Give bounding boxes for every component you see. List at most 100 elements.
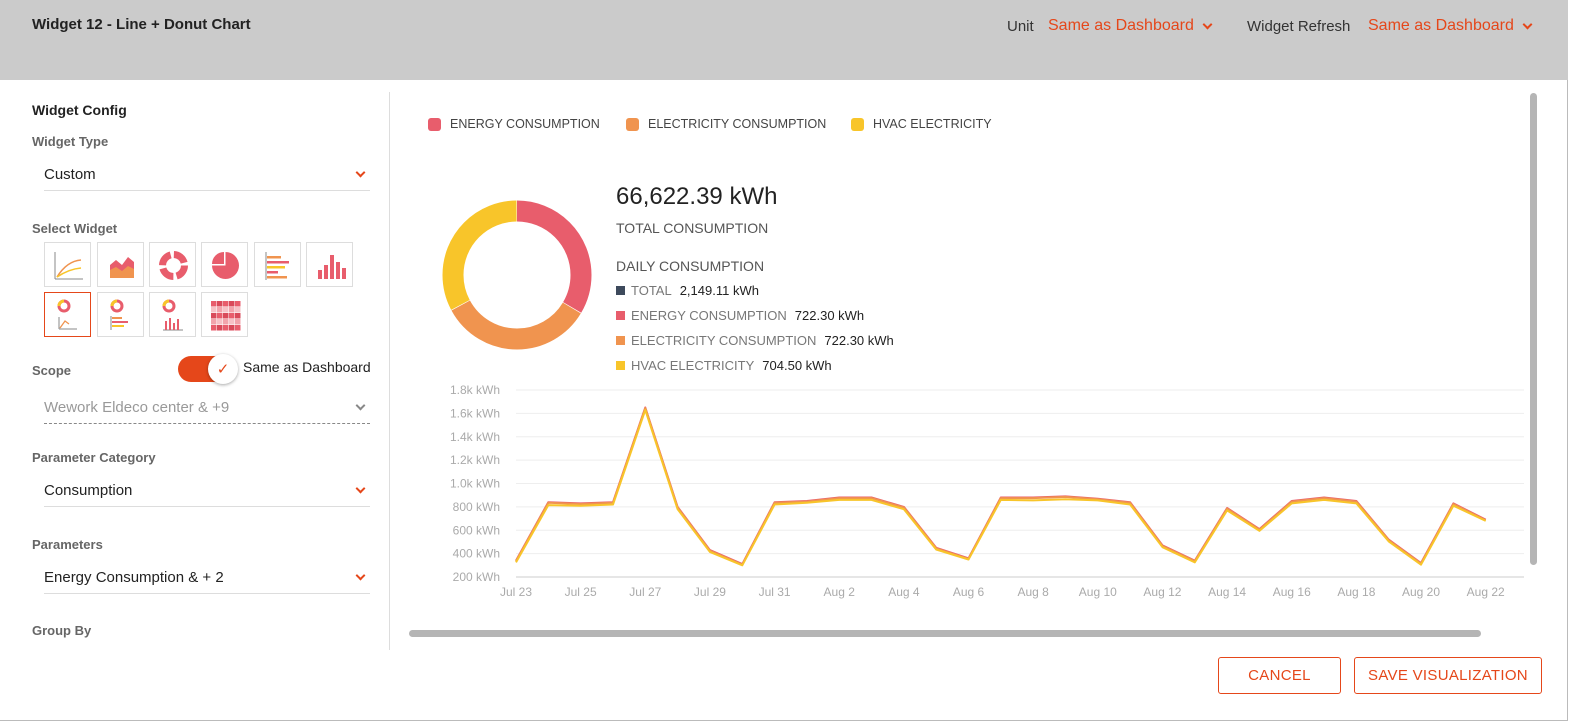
total-consumption-value: 66,622.39 kWh bbox=[616, 183, 778, 210]
widget-type-select[interactable]: Custom bbox=[44, 159, 370, 191]
legend-swatch bbox=[851, 117, 864, 131]
daily-series-name: HVAC ELECTRICITY bbox=[631, 358, 755, 373]
dialog-header: Widget 12 - Line + Donut Chart Unit Same… bbox=[0, 0, 1568, 80]
y-tick-label: 1.2k kWh bbox=[450, 453, 500, 467]
widget-refresh-label: Widget Refresh bbox=[1247, 18, 1351, 35]
y-tick-label: 1.6k kWh bbox=[450, 406, 500, 420]
heatmap-cell bbox=[235, 325, 241, 331]
horizontal-scrollbar[interactable] bbox=[409, 630, 1481, 637]
x-tick-label: Aug 6 bbox=[953, 585, 985, 599]
x-tick-label: Aug 20 bbox=[1402, 585, 1440, 599]
donut-chart bbox=[442, 200, 592, 350]
legend-swatch bbox=[626, 117, 639, 131]
x-tick-label: Jul 25 bbox=[565, 585, 597, 599]
heatmap-icon bbox=[211, 301, 241, 331]
unit-label: Unit bbox=[1007, 18, 1034, 35]
legend-item[interactable]: ENERGY CONSUMPTION bbox=[428, 117, 600, 131]
scope-label: Scope bbox=[32, 363, 72, 378]
x-tick-label: Jul 23 bbox=[500, 585, 532, 599]
legend-item[interactable]: HVAC ELECTRICITY bbox=[851, 117, 992, 131]
heatmap-cell bbox=[229, 319, 235, 325]
heatmap-cell bbox=[235, 319, 241, 325]
cancel-button[interactable]: CANCEL bbox=[1218, 657, 1341, 694]
widget-refresh-dropdown[interactable]: Same as Dashboard bbox=[1368, 17, 1533, 35]
series-line[interactable] bbox=[515, 406, 1487, 566]
legend-item[interactable]: ELECTRICITY CONSUMPTION bbox=[626, 117, 826, 131]
parameters-label: Parameters bbox=[32, 537, 103, 552]
heatmap-cell bbox=[211, 313, 217, 319]
daily-consumption-row: ELECTRICITY CONSUMPTION 722.30 kWh bbox=[616, 333, 894, 348]
x-tick-label: Aug 14 bbox=[1208, 585, 1246, 599]
heatmap-cell bbox=[217, 301, 223, 307]
heatmap-cell bbox=[217, 307, 223, 313]
chevron-down-icon bbox=[355, 400, 366, 411]
daily-consumption-row: ENERGY CONSUMPTION 722.30 kWh bbox=[616, 308, 864, 323]
x-tick-label: Aug 10 bbox=[1079, 585, 1117, 599]
scope-toggle-label: Same as Dashboard bbox=[243, 359, 371, 375]
daily-series-value: 722.30 kWh bbox=[824, 333, 894, 348]
legend-label: ELECTRICITY CONSUMPTION bbox=[648, 117, 827, 131]
donut-slice[interactable] bbox=[442, 200, 592, 350]
donut-hbar-combo-icon bbox=[110, 299, 128, 330]
dialog-title: Widget 12 - Line + Donut Chart bbox=[32, 16, 251, 33]
chevron-down-icon bbox=[1202, 19, 1213, 29]
series-line[interactable] bbox=[515, 408, 1487, 567]
scope-value: Wework Eldeco center & +9 bbox=[44, 399, 230, 416]
heatmap-cell bbox=[223, 325, 229, 331]
widget-type-value: Custom bbox=[44, 166, 96, 183]
daily-series-name: TOTAL bbox=[631, 283, 672, 298]
legend-label: HVAC ELECTRICITY bbox=[873, 117, 992, 131]
y-tick-label: 1.0k kWh bbox=[450, 477, 500, 491]
widget-option-vertical-bar-chart[interactable] bbox=[306, 242, 353, 287]
legend-swatch bbox=[428, 117, 441, 131]
line-chart: 200 kWh 400 kWh 600 kWh 800 kWh 1.0k kWh 1.2k… bbox=[450, 383, 1524, 599]
widget-option-donut-chart[interactable] bbox=[149, 242, 196, 287]
x-tick-label: Aug 18 bbox=[1337, 585, 1375, 599]
line-chart-icon bbox=[54, 252, 83, 280]
y-tick-label: 1.4k kWh bbox=[450, 430, 500, 444]
widget-option-line-chart[interactable] bbox=[44, 242, 91, 287]
heatmap-cell bbox=[223, 319, 229, 325]
widget-option-heatmap[interactable] bbox=[201, 292, 248, 337]
chevron-down-icon bbox=[1522, 19, 1533, 29]
donut-slice[interactable] bbox=[442, 200, 592, 350]
save-visualization-button[interactable]: SAVE VISUALIZATION bbox=[1354, 657, 1542, 694]
total-consumption-label: TOTAL CONSUMPTION bbox=[616, 220, 769, 236]
config-panel: Widget Config Widget Type Custom Select … bbox=[0, 80, 390, 650]
horizontal-bar-chart-icon bbox=[265, 252, 289, 280]
widget-option-donut-hbar-combo[interactable] bbox=[97, 292, 144, 337]
heatmap-cell bbox=[217, 325, 223, 331]
donut-vbar-combo-icon bbox=[162, 299, 183, 331]
widget-option-area-chart[interactable] bbox=[97, 242, 144, 287]
chevron-down-icon bbox=[355, 570, 366, 581]
widget-option-horizontal-bar-chart[interactable] bbox=[254, 242, 301, 287]
x-tick-label: Jul 31 bbox=[759, 585, 791, 599]
scope-toggle[interactable]: ✓ bbox=[178, 354, 238, 384]
scope-select[interactable]: Wework Eldeco center & +9 bbox=[44, 392, 370, 424]
daily-series-name: ELECTRICITY CONSUMPTION bbox=[631, 333, 817, 348]
daily-series-value: 704.50 kWh bbox=[762, 358, 832, 373]
x-tick-label: Jul 29 bbox=[694, 585, 726, 599]
parameters-select[interactable]: Energy Consumption & + 2 bbox=[44, 562, 370, 594]
widget-option-donut-vbar-combo[interactable] bbox=[149, 292, 196, 337]
y-tick-label: 400 kWh bbox=[453, 547, 500, 561]
unit-dropdown[interactable]: Same as Dashboard bbox=[1048, 17, 1213, 35]
daily-series-name: ENERGY CONSUMPTION bbox=[631, 308, 787, 323]
heatmap-cell bbox=[211, 325, 217, 331]
y-tick-label: 1.8k kWh bbox=[450, 383, 500, 397]
series-swatch bbox=[616, 286, 625, 295]
widget-option-pie-chart[interactable] bbox=[201, 242, 248, 287]
heatmap-cell bbox=[229, 301, 235, 307]
parameter-category-select[interactable]: Consumption bbox=[44, 475, 370, 507]
series-swatch bbox=[616, 361, 625, 370]
chevron-down-icon bbox=[355, 483, 366, 494]
preview-panel: ENERGY CONSUMPTION ELECTRICITY CONSUMPTIO… bbox=[390, 80, 1568, 650]
config-section-title: Widget Config bbox=[32, 102, 127, 118]
widget-type-label: Widget Type bbox=[32, 134, 109, 149]
heatmap-cell bbox=[211, 301, 217, 307]
vertical-scrollbar[interactable] bbox=[1530, 93, 1537, 565]
y-tick-label: 800 kWh bbox=[453, 500, 500, 514]
daily-consumption-row: TOTAL 2,149.11 kWh bbox=[616, 283, 759, 298]
series-line[interactable] bbox=[515, 407, 1487, 566]
widget-option-donut-line-combo[interactable] bbox=[44, 292, 91, 337]
